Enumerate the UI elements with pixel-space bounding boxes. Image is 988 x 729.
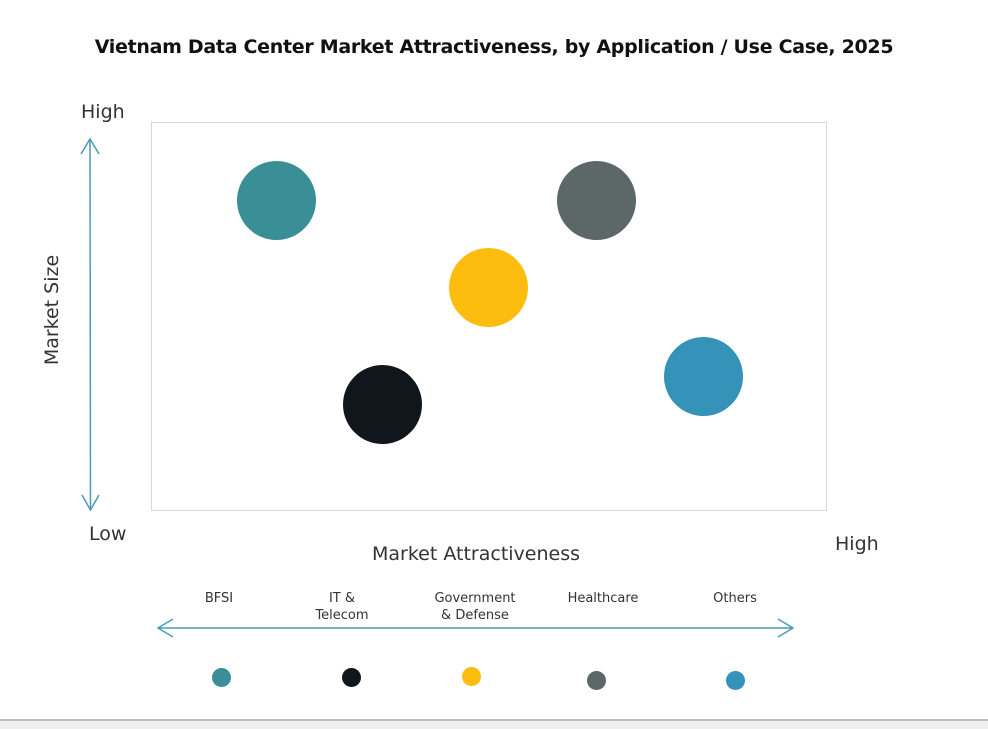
legend-dot-bfsi — [211, 667, 231, 687]
legend-dot-healthcare — [586, 670, 606, 690]
chart-title: Vietnam Data Center Market Attractivenes… — [94, 36, 894, 58]
x-axis-title: Market Attractiveness — [372, 543, 581, 565]
bubble-bfsi — [236, 160, 316, 240]
legend-label-others: Others — [713, 591, 757, 606]
y-axis-low-label: Low — [89, 523, 127, 545]
y-axis-high-label: High — [81, 101, 125, 123]
legend-label-it-telecom: IT & Telecom — [315, 591, 369, 623]
bubble-others — [663, 336, 743, 416]
y-axis-double-arrow-icon — [80, 137, 100, 512]
bubble-it-telecom — [342, 364, 422, 444]
bubble-government-defense — [448, 247, 528, 327]
legend-dot-it-telecom — [341, 667, 361, 687]
y-axis-title: Market Size — [41, 254, 63, 366]
x-axis-high-label: High — [835, 533, 879, 555]
legend-dot-government-defense — [461, 666, 481, 686]
plot-area — [151, 122, 827, 511]
legend-label-government-defense: Government & Defense — [434, 591, 516, 623]
footer-divider — [0, 719, 988, 729]
legend-dot-others — [725, 670, 745, 690]
bubble-healthcare — [556, 160, 636, 240]
legend-label-bfsi: BFSI — [204, 591, 234, 606]
legend-label-healthcare: Healthcare — [567, 591, 639, 606]
legend-double-arrow-icon — [156, 618, 795, 638]
